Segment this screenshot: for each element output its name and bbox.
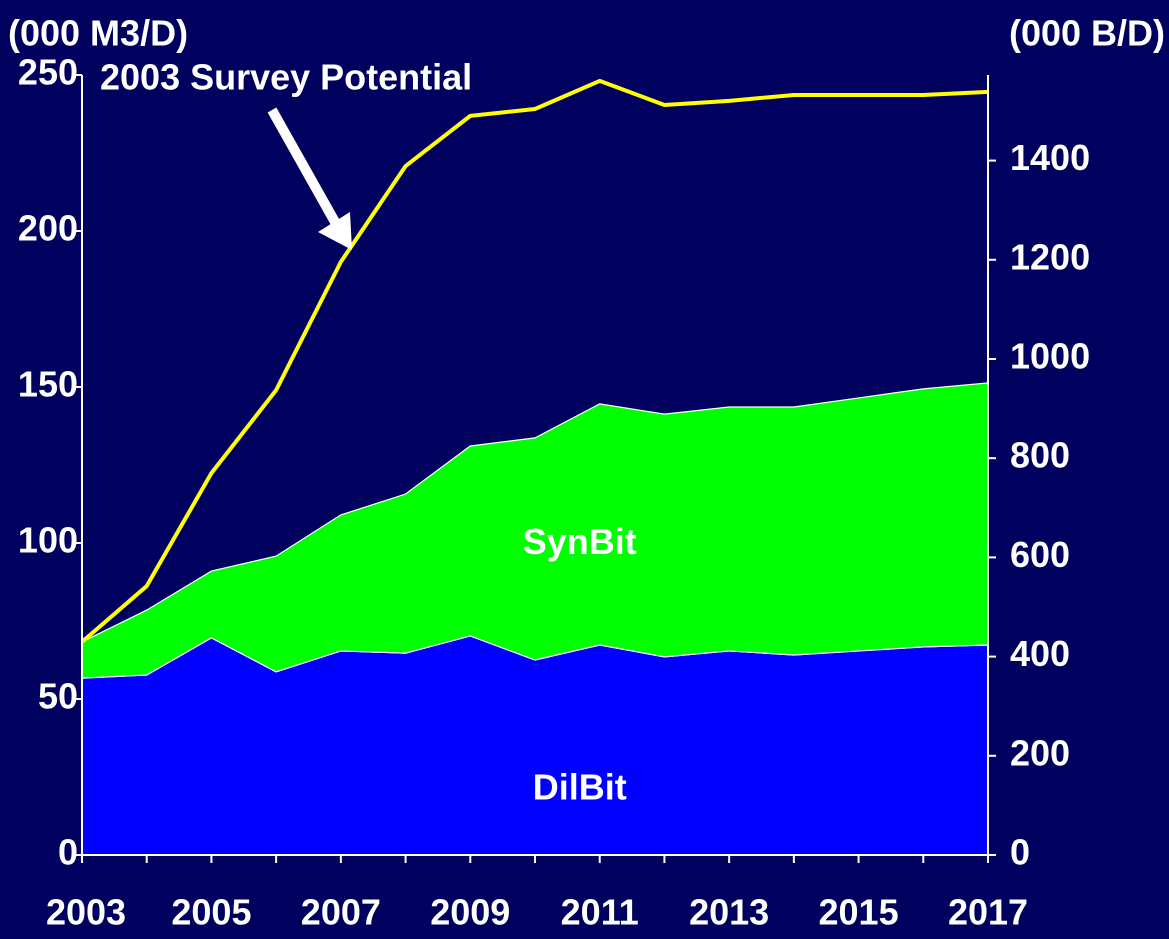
x-tick-label: 2015: [819, 892, 899, 933]
annotation-arrowhead: [318, 212, 352, 250]
y2-tick-label: 400: [1010, 633, 1070, 674]
y2-tick-label: 1400: [1010, 137, 1090, 178]
y-tick-label: 150: [18, 364, 78, 405]
y-tick-label: 0: [58, 832, 78, 873]
x-tick-label: 2013: [689, 892, 769, 933]
y2-axis-label: (000 B/D): [1009, 13, 1165, 54]
y2-tick-label: 1000: [1010, 335, 1090, 376]
y-axis-label: (000 M3/D): [8, 13, 188, 54]
x-tick-label: 2011: [561, 892, 639, 933]
annotation-arrow: [267, 107, 340, 225]
line: [80, 78, 989, 644]
y-tick-label: 50: [38, 676, 78, 717]
annotation: 2003 Survey Potential: [100, 57, 472, 98]
series-label: SynBit: [523, 521, 637, 562]
y2-tick-label: 1200: [1010, 236, 1090, 277]
x-tick-label: 2009: [430, 892, 510, 933]
y2-tick-label: 0: [1010, 832, 1030, 873]
y2-tick-label: 600: [1010, 534, 1070, 575]
x-tick-label: 2005: [171, 892, 251, 933]
x-tick-label: 2017: [948, 892, 1028, 933]
series-label: DilBit: [533, 767, 627, 808]
y2-tick-label: 800: [1010, 435, 1070, 476]
x-tick-label: 2003: [46, 892, 126, 933]
x-tick-label: 2007: [301, 892, 381, 933]
y-tick-label: 250: [18, 52, 78, 93]
y2-tick-label: 200: [1010, 732, 1070, 773]
y-tick-label: 200: [18, 208, 78, 249]
y-tick-label: 100: [18, 520, 78, 561]
area: [81, 635, 989, 856]
